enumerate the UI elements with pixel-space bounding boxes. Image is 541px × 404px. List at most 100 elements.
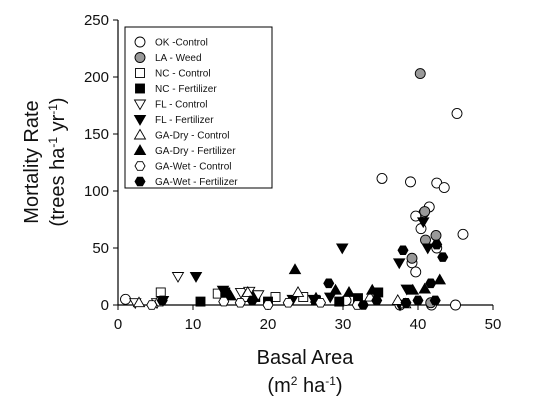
data-point (376, 173, 388, 184)
legend-marker (135, 83, 145, 94)
data-point (392, 258, 406, 270)
data-point (291, 286, 305, 297)
data-point (335, 243, 349, 255)
label-part: ) (336, 375, 343, 397)
x-tick-label: 50 (485, 316, 502, 333)
superscript: 2 (291, 374, 298, 388)
data-point (342, 286, 356, 297)
superscript: -1 (46, 137, 60, 148)
data-point (433, 273, 447, 285)
data-point (430, 230, 442, 241)
label-part: (m (267, 375, 290, 397)
legend-label: GA-Wet - Control (155, 162, 232, 173)
data-point (450, 299, 461, 311)
legend-label: FL - Control (155, 100, 207, 111)
data-point (155, 287, 166, 298)
data-point (195, 296, 206, 307)
data-point (189, 272, 203, 283)
legend-marker (133, 128, 147, 140)
x-tick-label: 30 (335, 316, 352, 333)
y-axis-unit: (trees ha-1 yr-1) (46, 97, 69, 226)
data-point (146, 300, 158, 310)
legend-label: GA-Wet - Fertilizer (155, 177, 238, 188)
y-tick-label: 100 (84, 183, 109, 200)
data-point (216, 285, 230, 297)
x-axis-unit: (m2 ha-1) (267, 374, 342, 397)
data-point (156, 295, 168, 306)
legend-marker (135, 68, 145, 78)
data-point (414, 68, 426, 80)
data-point (412, 295, 424, 306)
data-point (224, 289, 237, 301)
legend-marker (134, 36, 146, 48)
data-point (132, 296, 146, 308)
legend-marker (133, 99, 147, 111)
data-point (397, 245, 409, 256)
label-part: ha (297, 375, 326, 397)
data-point (262, 300, 274, 310)
data-point (120, 293, 131, 305)
data-point (391, 294, 405, 305)
data-point (365, 283, 379, 295)
x-tick-label: 0 (114, 316, 122, 333)
data-point (288, 263, 302, 275)
data-point (314, 297, 327, 308)
data-point (421, 243, 435, 255)
data-point (251, 290, 265, 302)
y-tick-label: 250 (84, 12, 109, 29)
data-point (420, 234, 431, 246)
legend-marker (134, 176, 146, 187)
data-point (431, 239, 443, 250)
data-point (298, 292, 309, 302)
x-tick-label: 10 (185, 316, 202, 333)
y-tick-label: 50 (92, 240, 109, 257)
data-point (323, 278, 335, 289)
data-point (425, 278, 437, 289)
legend-label: LA - Weed (155, 53, 202, 64)
data-point (357, 300, 369, 310)
legend-label: GA-Dry - Fertilizer (155, 146, 236, 157)
y-tick-label: 150 (84, 126, 109, 143)
y-tick-label: 0 (101, 297, 109, 314)
data-point (438, 182, 450, 194)
legend-marker (133, 115, 147, 126)
data-point (218, 296, 230, 307)
data-point (419, 206, 431, 217)
data-point (406, 283, 420, 295)
data-point (234, 297, 246, 308)
superscript: -1 (46, 104, 60, 115)
data-point (282, 297, 294, 308)
data-point (416, 217, 430, 229)
legend-marker (134, 52, 146, 63)
data-point (406, 252, 418, 264)
superscript: -1 (325, 374, 336, 388)
legend-label: OK -Control (155, 38, 208, 49)
data-point (410, 266, 422, 278)
data-point (457, 228, 469, 240)
data-point (171, 272, 185, 283)
data-point (418, 282, 432, 294)
x-axis-label: Basal Area (257, 347, 355, 369)
data-point (329, 283, 342, 295)
data-point (451, 108, 463, 119)
x-tick-label: 40 (410, 316, 427, 333)
legend-box (124, 26, 273, 189)
data-point (246, 295, 258, 306)
data-point (334, 296, 345, 307)
data-point (437, 252, 449, 262)
label-part: yr (47, 114, 69, 137)
data-point (241, 286, 255, 297)
legend-label: NC - Control (155, 69, 211, 80)
legend-label: FL - Fertilizer (155, 115, 214, 126)
legend-marker (133, 144, 147, 155)
x-tick-label: 20 (260, 316, 277, 333)
label-part: ) (47, 97, 69, 104)
legend-label: GA-Dry - Control (155, 131, 229, 142)
data-point (371, 295, 383, 306)
y-tick-label: 200 (84, 69, 109, 86)
legend-label: NC - Fertilizer (155, 84, 217, 95)
data-point (429, 295, 441, 306)
legend-marker (134, 161, 146, 171)
y-axis-label: Mortality Rate (21, 100, 43, 223)
